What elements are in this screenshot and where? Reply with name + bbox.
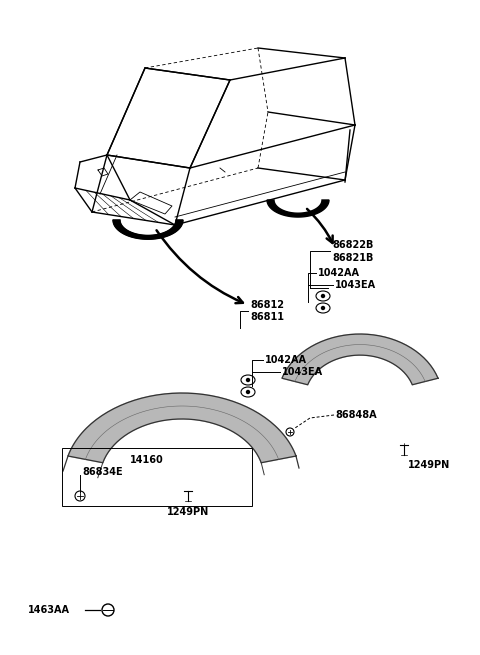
Text: 1463AA: 1463AA	[28, 605, 70, 615]
Text: 86812: 86812	[250, 300, 284, 310]
Text: 86834E: 86834E	[82, 467, 122, 477]
Polygon shape	[113, 220, 183, 239]
Text: 86821B: 86821B	[332, 253, 373, 263]
Text: 1043EA: 1043EA	[335, 280, 376, 290]
Bar	[62, 448, 252, 506]
Polygon shape	[267, 200, 329, 217]
Circle shape	[247, 390, 250, 394]
Text: 86848A: 86848A	[335, 410, 377, 420]
Text: 14160: 14160	[130, 455, 164, 465]
Text: 1249PN: 1249PN	[408, 460, 450, 470]
Text: 86822B: 86822B	[332, 240, 373, 250]
Text: 86811: 86811	[250, 312, 284, 322]
Text: 1042AA: 1042AA	[318, 268, 360, 278]
Circle shape	[247, 379, 250, 381]
Circle shape	[322, 295, 324, 297]
Polygon shape	[282, 334, 438, 384]
Circle shape	[322, 307, 324, 310]
Polygon shape	[68, 393, 296, 462]
Text: 1249PN: 1249PN	[167, 507, 209, 517]
Text: 1043EA: 1043EA	[282, 367, 323, 377]
Text: 1042AA: 1042AA	[265, 355, 307, 365]
